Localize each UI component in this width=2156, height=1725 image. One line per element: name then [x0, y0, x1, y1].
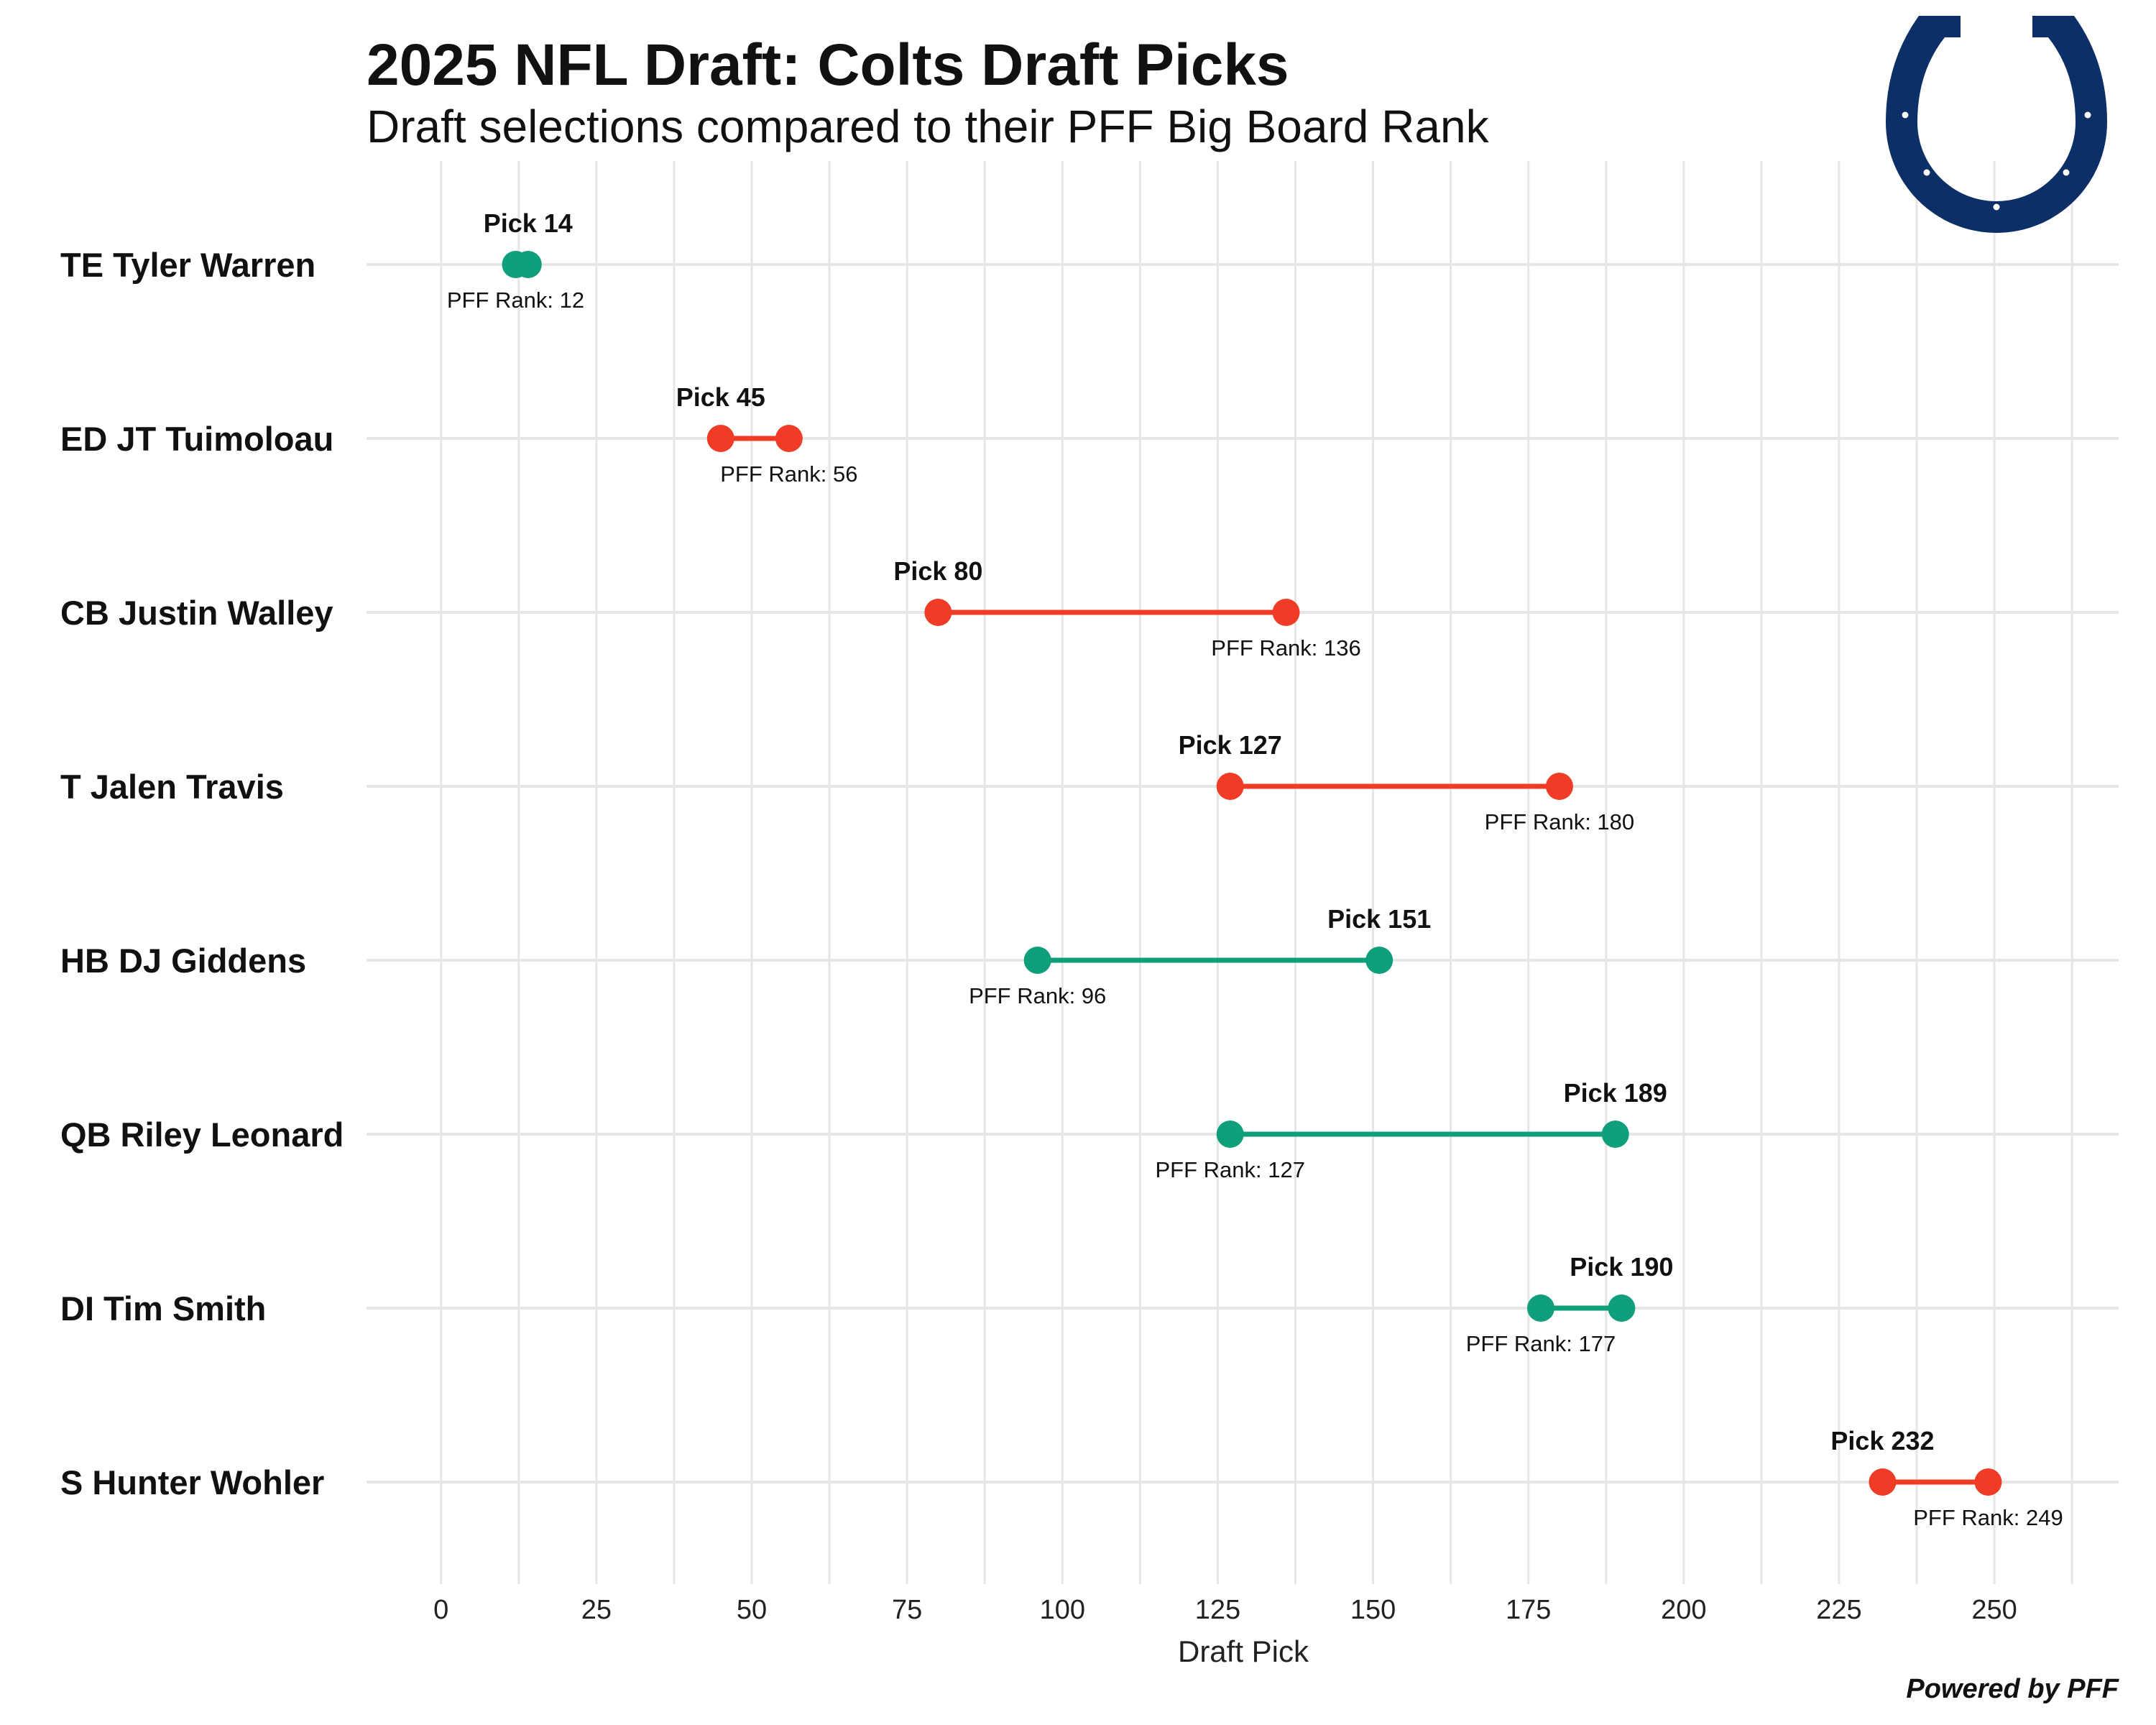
player-label: ED JT Tuimoloau	[60, 420, 333, 458]
pff-rank-dot	[1974, 1468, 2002, 1496]
logo-nail-dot	[2046, 41, 2053, 48]
x-tick-label: 175	[1506, 1595, 1551, 1625]
player-label: S Hunter Wohler	[60, 1463, 324, 1501]
player-label: QB Riley Leonard	[60, 1116, 344, 1154]
source-credit: Powered by PFF	[1906, 1674, 2119, 1704]
player-label: CB Justin Walley	[60, 594, 333, 632]
pff-rank-dot	[1216, 1121, 1244, 1148]
x-axis-title: Draft Pick	[1178, 1634, 1309, 1668]
pff-rank-dot	[1526, 1294, 1554, 1322]
label-layer: 0 25 50 75 100 125 150 175 200 225 250 TE Tyler War…	[60, 208, 2063, 1625]
logo-nail-dot	[1902, 111, 1909, 119]
pick-dot	[1869, 1468, 1897, 1496]
pick-dot	[1365, 947, 1393, 974]
pff-rank-label: PFF Rank: 249	[1913, 1505, 2063, 1530]
pff-rank-label: PFF Rank: 96	[969, 983, 1106, 1008]
x-tick-label: 225	[1816, 1595, 1861, 1625]
logo-nail-dot	[2084, 111, 2091, 119]
player-label: T Jalen Travis	[60, 768, 284, 806]
pff-rank-label: PFF Rank: 56	[720, 461, 857, 487]
x-tick-label: 25	[581, 1595, 612, 1625]
pff-rank-label: PFF Rank: 127	[1155, 1157, 1304, 1182]
logo-nail-dot	[1993, 203, 2000, 211]
player-label: DI Tim Smith	[60, 1289, 266, 1328]
pick-dot	[924, 599, 952, 626]
x-tick-label: 0	[433, 1595, 448, 1625]
grid-layer	[367, 161, 2119, 1584]
pick-label: Pick 189	[1564, 1078, 1667, 1108]
logo-nail-dot	[1923, 169, 1930, 176]
pff-rank-dot	[775, 425, 803, 452]
x-tick-label: 150	[1350, 1595, 1396, 1625]
x-tick-label: 125	[1195, 1595, 1240, 1625]
mark-layer	[502, 251, 2002, 1496]
pick-label: Pick 151	[1327, 904, 1431, 934]
pick-label: Pick 14	[484, 208, 573, 238]
pick-label: Pick 127	[1179, 730, 1282, 760]
pick-dot	[706, 425, 734, 452]
pff-rank-dot	[1272, 599, 1300, 626]
pff-rank-dot	[1023, 947, 1051, 974]
logo-nail-dot	[2063, 169, 2070, 176]
x-tick-label: 250	[1971, 1595, 2017, 1625]
chart-subtitle: Draft selections compared to their PFF B…	[367, 101, 1490, 152]
pff-rank-label: PFF Rank: 12	[447, 288, 584, 313]
pick-dot	[514, 251, 542, 278]
pff-rank-label: PFF Rank: 136	[1211, 635, 1360, 661]
pick-dot	[1601, 1121, 1629, 1148]
player-label: HB DJ Giddens	[60, 942, 306, 980]
pff-rank-dot	[1545, 773, 1573, 800]
pick-dot	[1216, 773, 1244, 800]
pick-label: Pick 80	[893, 556, 982, 586]
pick-label: Pick 45	[676, 382, 765, 412]
player-label: TE Tyler Warren	[60, 246, 315, 284]
colts-horseshoe-logo	[1886, 16, 2107, 233]
pick-dot	[1608, 1294, 1636, 1322]
pick-label: Pick 190	[1570, 1252, 1673, 1282]
pff-rank-label: PFF Rank: 180	[1485, 809, 1634, 834]
horseshoe-shape	[1886, 16, 2107, 233]
x-tick-label: 75	[892, 1595, 922, 1625]
x-tick-label: 200	[1661, 1595, 1706, 1625]
x-tick-label: 50	[737, 1595, 767, 1625]
horseshoe-nail-dots	[1902, 41, 2091, 211]
pick-label: Pick 232	[1830, 1426, 1934, 1455]
x-tick-label: 100	[1040, 1595, 1085, 1625]
pff-rank-label: PFF Rank: 177	[1466, 1331, 1616, 1356]
chart-title: 2025 NFL Draft: Colts Draft Picks	[367, 32, 1289, 98]
logo-nail-dot	[1940, 41, 1947, 48]
